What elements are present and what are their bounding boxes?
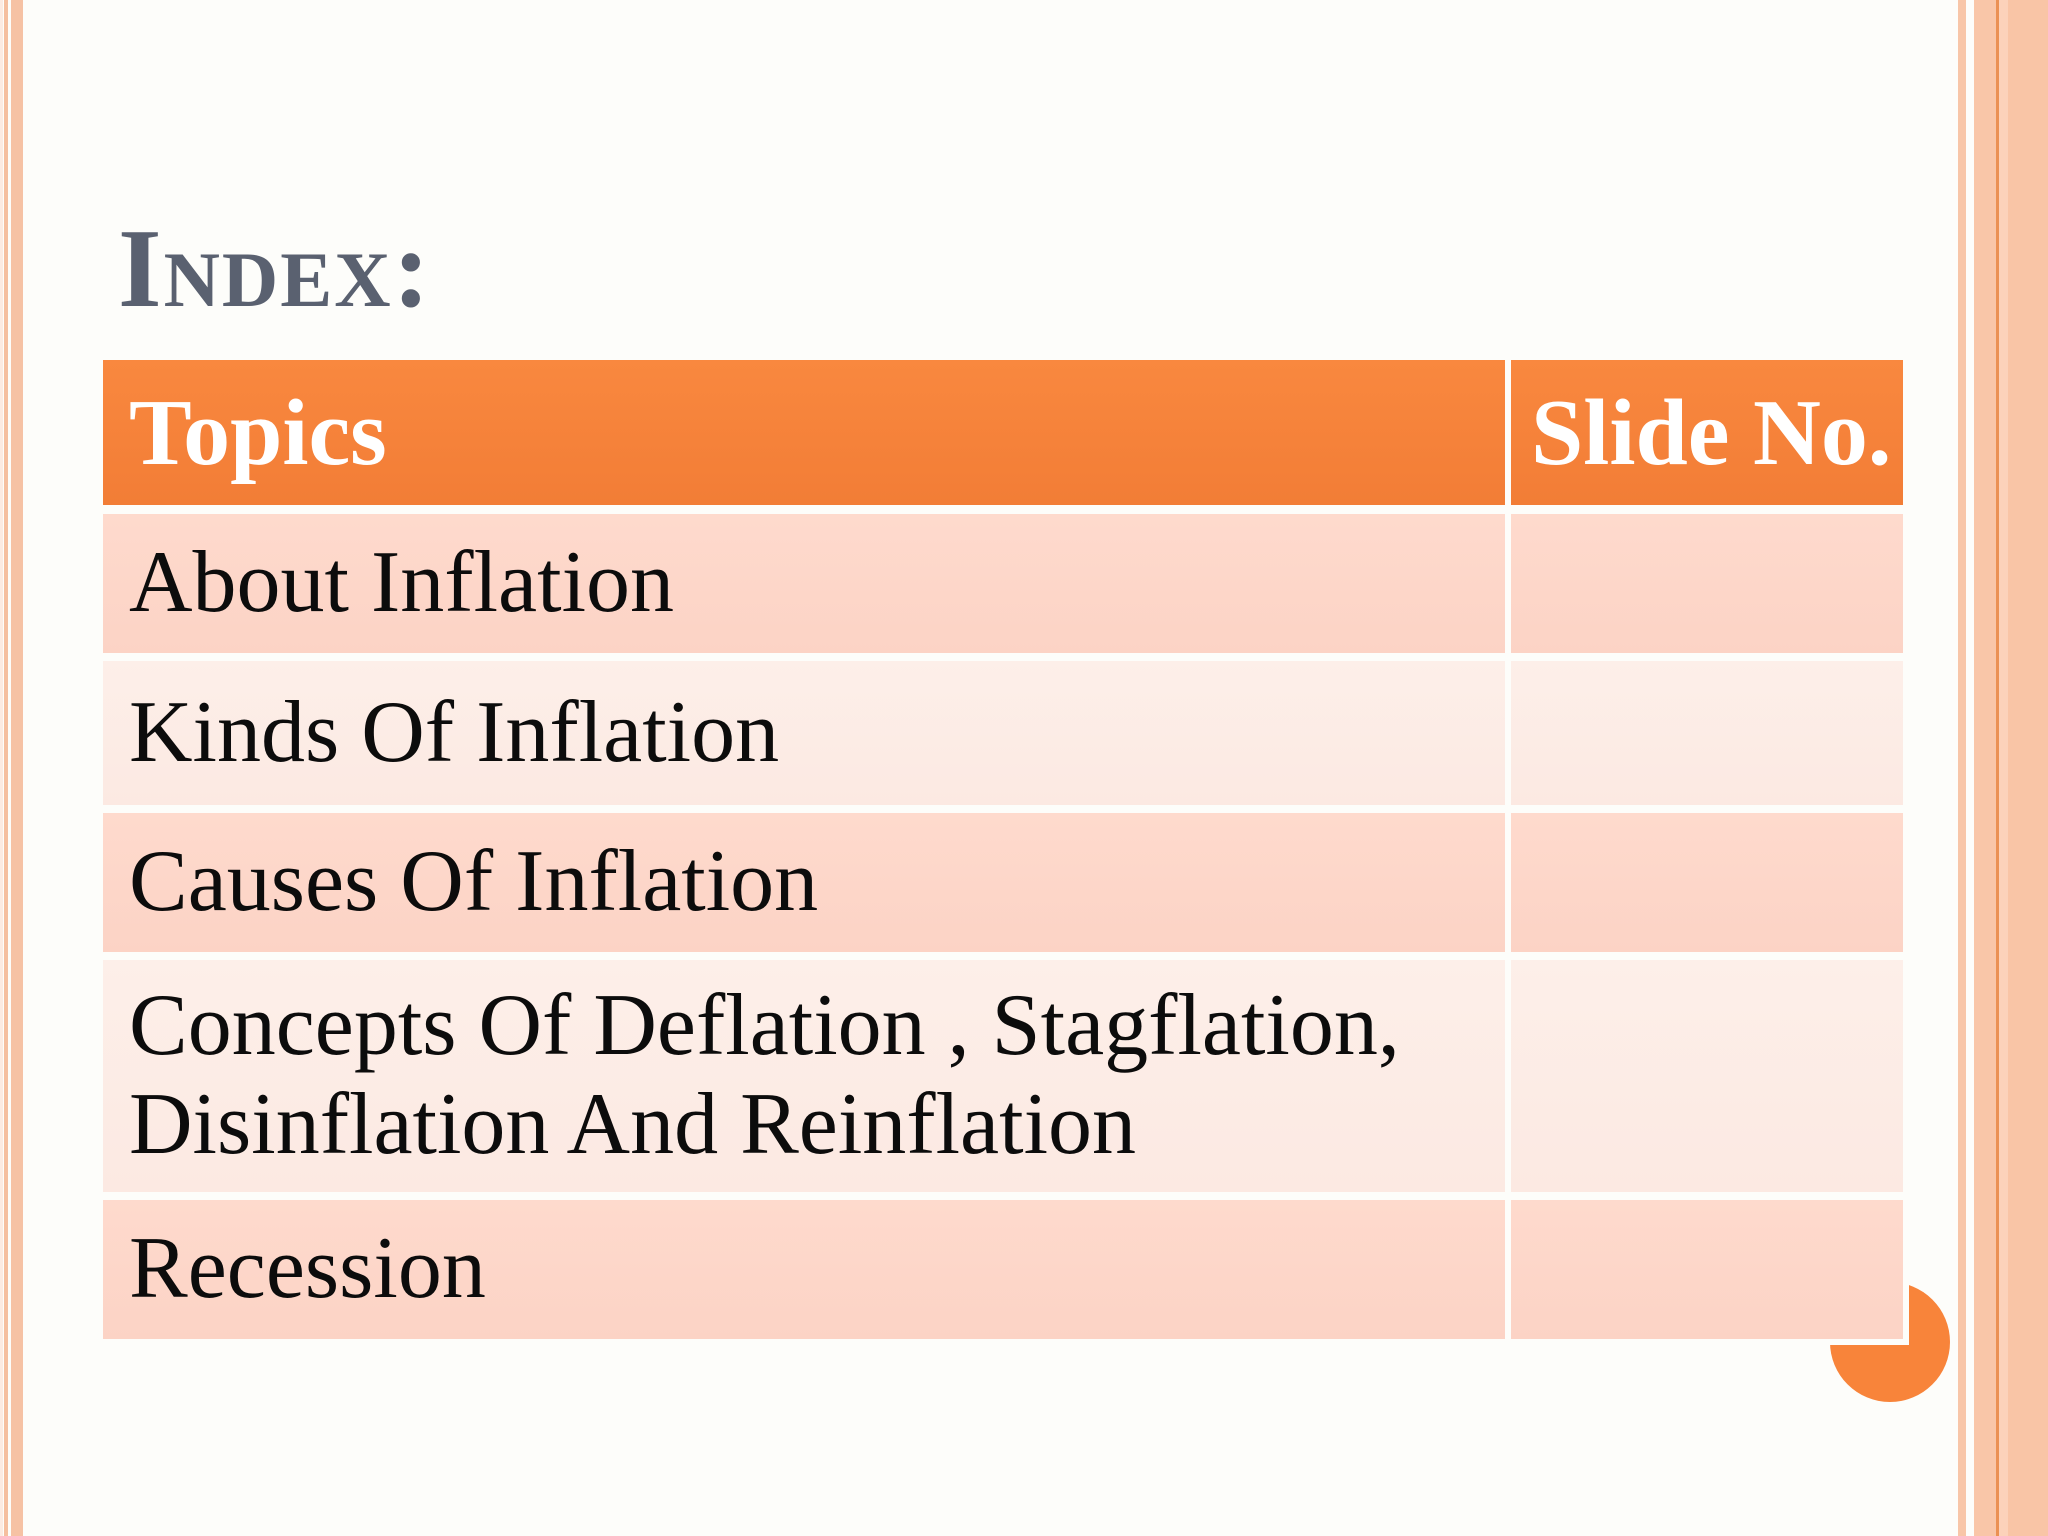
index-table: Topics Slide No. About Inflation Kinds O… [103,360,1909,1345]
table-row: Concepts Of Deflation , Stagflation, Dis… [103,960,1903,1192]
right-border-thin-stripe [1958,0,1966,1536]
topic-cell: Recession [103,1200,1505,1339]
slide-no-cell [1511,514,1903,653]
topic-cell: About Inflation [103,514,1505,653]
topic-cell: Kinds Of Inflation [103,661,1505,805]
slide-no-cell [1511,813,1903,952]
right-border-light-stripe [1999,0,2008,1536]
right-border-accent-line [1996,0,1999,1536]
slide-no-cell [1511,1200,1903,1339]
slide-no-cell [1511,960,1903,1192]
table-row: Kinds Of Inflation [103,661,1903,805]
slide-title: Index: [118,207,432,331]
right-border-band-stripe [1974,0,1996,1536]
topic-cell: Causes Of Inflation [103,813,1505,952]
table-row: Causes Of Inflation [103,813,1903,952]
topic-cell: Concepts Of Deflation , Stagflation, Dis… [103,960,1505,1192]
left-border-thick-stripe [11,0,23,1536]
left-border-thin-stripe [4,0,8,1536]
table-header-topics: Topics [103,360,1505,505]
table-header-row: Topics Slide No. [103,360,1903,505]
left-border-edge-stripe [0,0,3,1536]
slide-no-cell [1511,661,1903,805]
table-header-slide-no: Slide No. [1511,360,1903,505]
right-border-outer-stripe [2008,0,2048,1536]
table-row: Recession [103,1200,1903,1339]
table-row: About Inflation [103,514,1903,653]
